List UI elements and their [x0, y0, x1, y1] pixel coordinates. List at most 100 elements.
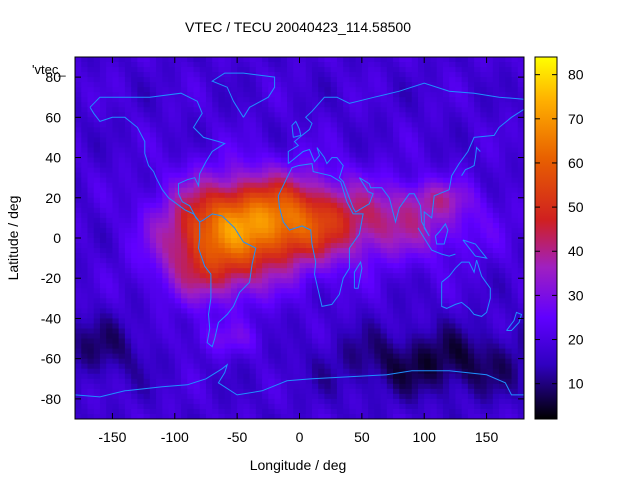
heatmap-cell: [355, 338, 363, 345]
heatmap-cell: [399, 197, 407, 204]
heatmap-cell: [143, 187, 151, 194]
heatmap-cell: [193, 212, 201, 219]
heatmap-cell: [374, 293, 382, 299]
heatmap-cell: [118, 393, 126, 400]
heatmap-cell: [305, 77, 313, 83]
heatmap-cell: [268, 298, 276, 304]
heatmap-cell: [193, 177, 201, 184]
heatmap-cell: [299, 217, 307, 224]
heatmap-cell: [511, 358, 519, 365]
heatmap-cell: [199, 227, 207, 234]
heatmap-cell: [199, 147, 207, 154]
heatmap-cell: [124, 338, 132, 345]
heatmap-cell: [467, 343, 475, 350]
heatmap-cell: [405, 338, 413, 345]
heatmap-cell: [193, 263, 201, 269]
heatmap-cell: [318, 142, 326, 149]
heatmap-cell: [174, 248, 182, 254]
heatmap-cell: [386, 343, 394, 350]
heatmap-cell: [349, 82, 357, 88]
heatmap-cell: [137, 162, 145, 169]
heatmap-cell: [237, 167, 244, 174]
heatmap-cell: [75, 328, 82, 335]
heatmap-cell: [99, 298, 107, 304]
heatmap-cell: [187, 348, 195, 355]
heatmap-cell: [287, 72, 294, 78]
heatmap-cell: [405, 102, 413, 108]
heatmap-cell: [324, 197, 332, 204]
heatmap-cell: [449, 172, 457, 179]
heatmap-cell: [436, 288, 444, 294]
heatmap-cell: [99, 363, 107, 370]
heatmap-cell: [218, 238, 226, 244]
heatmap-cell: [268, 268, 276, 274]
heatmap-cell: [474, 82, 481, 88]
heatmap-cell: [149, 192, 157, 199]
heatmap-cell: [405, 258, 413, 264]
heatmap-cell: [511, 197, 519, 204]
heatmap-cell: [424, 102, 432, 108]
heatmap-cell: [436, 363, 444, 370]
heatmap-cell: [299, 273, 307, 279]
heatmap-cell: [343, 393, 350, 400]
heatmap-cell: [374, 368, 382, 375]
heatmap-cell: [143, 288, 151, 294]
heatmap-cell: [411, 268, 419, 274]
heatmap-cell: [486, 132, 494, 139]
heatmap-cell: [181, 318, 188, 325]
heatmap-cell: [517, 358, 524, 365]
heatmap-cell: [442, 152, 450, 159]
heatmap-cell: [212, 308, 220, 315]
heatmap-cell: [424, 97, 432, 103]
heatmap-cell: [480, 393, 488, 400]
heatmap-cell: [237, 212, 244, 219]
heatmap-cell: [361, 172, 369, 179]
heatmap-cell: [355, 147, 363, 154]
heatmap-cell: [318, 227, 326, 234]
heatmap-cell: [461, 258, 469, 264]
heatmap-cell: [436, 243, 444, 249]
heatmap-cell: [399, 248, 407, 254]
heatmap-cell: [255, 232, 263, 239]
heatmap-cell: [461, 383, 469, 390]
heatmap-cell: [355, 398, 363, 405]
heatmap-cell: [287, 238, 294, 244]
heatmap-cell: [106, 363, 114, 370]
heatmap-cell: [143, 92, 151, 98]
heatmap-cell: [355, 222, 363, 229]
heatmap-cell: [106, 248, 114, 254]
heatmap-cell: [424, 358, 432, 365]
heatmap-cell: [480, 398, 488, 405]
heatmap-cell: [205, 177, 213, 184]
heatmap-cell: [349, 92, 357, 98]
heatmap-cell: [143, 393, 151, 400]
heatmap-cell: [212, 132, 220, 139]
heatmap-cell: [112, 92, 120, 98]
heatmap-cell: [368, 232, 375, 239]
heatmap-cell: [106, 82, 114, 88]
heatmap-cell: [187, 238, 195, 244]
heatmap-cell: [449, 248, 457, 254]
heatmap-cell: [268, 217, 276, 224]
heatmap-cell: [162, 127, 170, 134]
heatmap-cell: [374, 82, 382, 88]
heatmap-cell: [212, 177, 220, 184]
heatmap-cell: [393, 363, 400, 370]
heatmap-cell: [318, 258, 326, 264]
heatmap-cell: [131, 172, 138, 179]
heatmap-cell: [193, 273, 201, 279]
heatmap-cell: [181, 172, 188, 179]
heatmap-cell: [361, 212, 369, 219]
heatmap-cell: [430, 298, 438, 304]
heatmap-cell: [480, 82, 488, 88]
heatmap-cell: [143, 147, 151, 154]
heatmap-cell: [243, 137, 251, 144]
heatmap-cell: [436, 298, 444, 304]
heatmap-cell: [305, 368, 313, 375]
heatmap-cell: [368, 102, 375, 108]
heatmap-cell: [405, 157, 413, 164]
heatmap-cell: [156, 57, 163, 63]
heatmap-cell: [430, 147, 438, 154]
heatmap-cell: [193, 248, 201, 254]
